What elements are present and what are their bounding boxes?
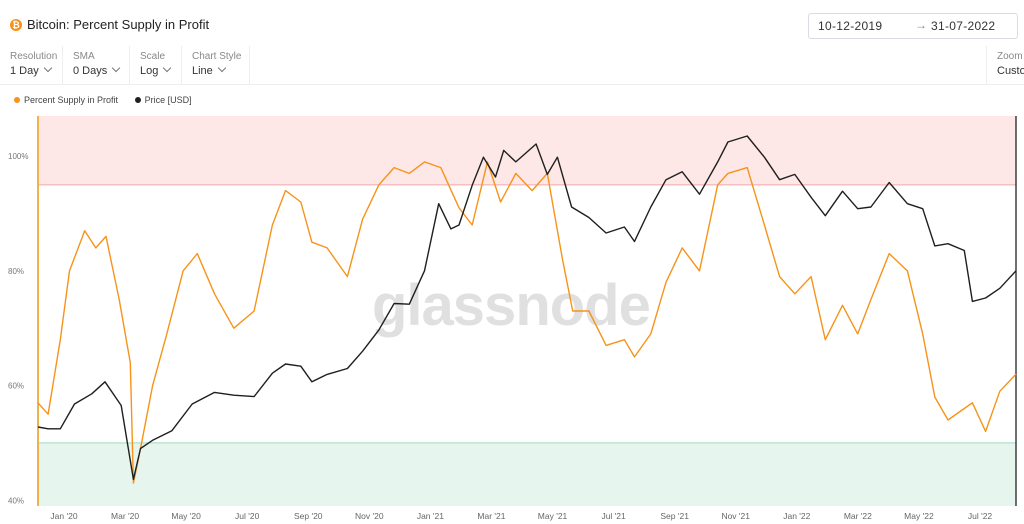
zoom-label: Zoom	[997, 51, 1023, 62]
top-bar: ₿ Bitcoin: Percent Supply in Profit 10-1…	[0, 0, 1024, 47]
x-tick-label: Jul '20	[235, 511, 260, 521]
sma-select[interactable]: SMA 0 Days	[63, 46, 130, 84]
tick-labels: 40% 60% 80% 100% Jan '20 Mar '20 May '20 Jul '2…	[8, 152, 992, 521]
lower-threshold-band	[38, 442, 1016, 506]
zoom-select[interactable]: Zoom Custom	[986, 46, 1024, 84]
chart-legend: Percent Supply in Profit Price [USD]	[14, 95, 206, 109]
x-tick-label: Nov '20	[355, 511, 384, 521]
price-series-line	[37, 135, 1017, 481]
legend-label-price: Price [USD]	[144, 95, 192, 105]
x-tick-label: Nov '21	[721, 511, 750, 521]
x-tick-label: Sep '21	[660, 511, 689, 521]
x-tick-label: Mar '20	[111, 511, 139, 521]
scale-label: Scale	[140, 51, 166, 62]
x-tick-label: Jul '21	[601, 511, 626, 521]
legend-label-supply: Percent Supply in Profit	[24, 95, 119, 105]
chart-style-value[interactable]: Line	[192, 63, 227, 77]
resolution-label: Resolution	[10, 51, 58, 62]
x-tick-label: May '22	[904, 511, 934, 521]
legend-dot-supply	[14, 97, 20, 103]
legend-dot-price	[134, 97, 141, 103]
legend-item-supply[interactable]: Percent Supply in Profit	[14, 95, 118, 105]
series-lines	[37, 135, 1017, 484]
x-tick-label: Jul '22	[968, 511, 993, 521]
y-tick-label: 40%	[8, 496, 24, 505]
bitcoin-icon: ₿	[10, 19, 22, 31]
threshold-bands	[38, 116, 1016, 506]
scale-value[interactable]: Log	[140, 63, 172, 77]
resolution-select[interactable]: Resolution 1 Day	[0, 46, 63, 84]
y-tick-label: 60%	[8, 382, 24, 391]
legend-item-price[interactable]: Price [USD]	[134, 95, 192, 105]
x-tick-label: Jan '22	[783, 511, 810, 521]
resolution-value[interactable]: 1 Day	[10, 63, 52, 77]
scale-select[interactable]: Scale Log	[130, 46, 182, 84]
x-tick-label: Mar '22	[844, 511, 872, 521]
sma-value[interactable]: 0 Days	[73, 63, 121, 77]
x-tick-label: May '21	[538, 511, 568, 521]
supply-series-line	[37, 161, 1017, 484]
date-from-input[interactable]: 10-12-2019	[818, 19, 883, 33]
date-range-picker[interactable]: 10-12-2019 → 31-07-2022	[808, 13, 1018, 39]
y-tick-label: 100%	[8, 152, 28, 161]
zoom-value[interactable]: Custom	[997, 65, 1024, 77]
sma-label: SMA	[73, 51, 95, 62]
x-tick-label: Sep '20	[294, 511, 323, 521]
chart-style-select[interactable]: Chart Style Line	[182, 46, 250, 84]
chart-controls: Resolution 1 Day SMA 0 Days Scale Log Ch…	[0, 46, 1024, 85]
x-tick-label: May '20	[171, 511, 201, 521]
x-tick-label: Jan '21	[417, 511, 444, 521]
x-tick-label: Jan '20	[50, 511, 77, 521]
x-tick-label: Mar '21	[477, 511, 505, 521]
y-tick-label: 80%	[8, 267, 24, 276]
chart-style-label: Chart Style	[192, 51, 242, 62]
axes	[37, 116, 1017, 506]
chart-title: Bitcoin: Percent Supply in Profit	[27, 17, 210, 32]
upper-threshold-band	[38, 116, 1016, 185]
arrow-right-icon: →	[915, 18, 927, 32]
date-to-input[interactable]: 31-07-2022	[931, 19, 996, 33]
